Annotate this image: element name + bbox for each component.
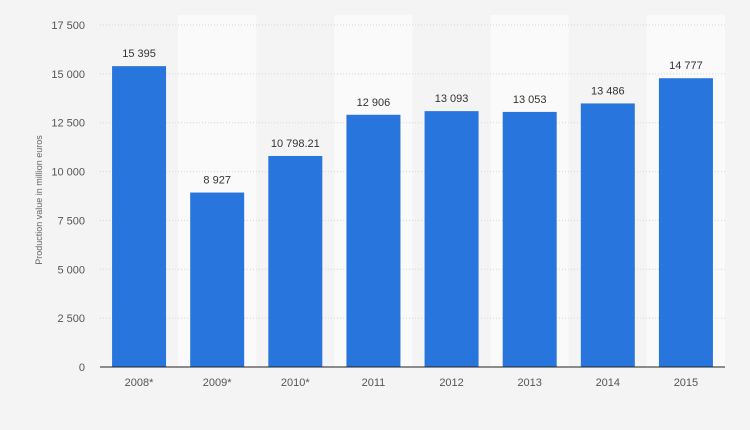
bar[interactable] [190, 192, 245, 367]
y-tick-label: 15 000 [51, 69, 85, 81]
x-tick-label: 2010* [281, 377, 310, 389]
value-label: 14 777 [669, 60, 703, 72]
value-label: 15 395 [122, 48, 156, 60]
y-axis-ticks: 0 2 500 5 000 7 500 10 000 12 500 15 000 17 500 [51, 20, 85, 374]
y-tick-label: 2 500 [57, 313, 85, 325]
value-label: 10 798.21 [271, 138, 320, 150]
bar[interactable] [268, 155, 323, 367]
bars: 15 395 8 927 10 798.21 12 906 13 093 13 053 13… [112, 48, 713, 368]
y-tick-label: 5 000 [57, 264, 85, 276]
y-tick-label: 7 500 [57, 215, 85, 227]
x-axis-ticks: 2008* 2009* 2010* 2011 2012 2013 2014 2015 [125, 377, 699, 389]
y-tick-label: 0 [79, 362, 85, 374]
bar[interactable] [502, 111, 557, 367]
bar[interactable] [346, 114, 401, 368]
x-tick-label: 2012 [439, 377, 463, 389]
bar[interactable] [580, 103, 635, 367]
x-tick-label: 2011 [362, 377, 386, 389]
bar[interactable] [112, 66, 167, 368]
x-tick-label: 2013 [517, 377, 541, 389]
value-label: 12 906 [357, 97, 391, 109]
value-label: 13 093 [435, 93, 469, 105]
x-tick-label: 2008* [125, 377, 154, 389]
x-tick-label: 2014 [596, 377, 620, 389]
gridlines [100, 24, 725, 319]
bar[interactable] [658, 78, 713, 367]
x-tick-label: 2015 [674, 377, 698, 389]
value-label: 13 053 [513, 94, 547, 106]
x-tick-label: 2009* [203, 377, 232, 389]
y-tick-label: 17 500 [51, 20, 85, 32]
y-axis-label: Production value in million euros [34, 135, 44, 265]
y-tick-label: 10 000 [51, 167, 85, 179]
value-label: 8 927 [203, 175, 231, 187]
y-tick-label: 12 500 [51, 118, 85, 130]
value-label: 13 486 [591, 85, 625, 97]
bar[interactable] [424, 111, 479, 368]
